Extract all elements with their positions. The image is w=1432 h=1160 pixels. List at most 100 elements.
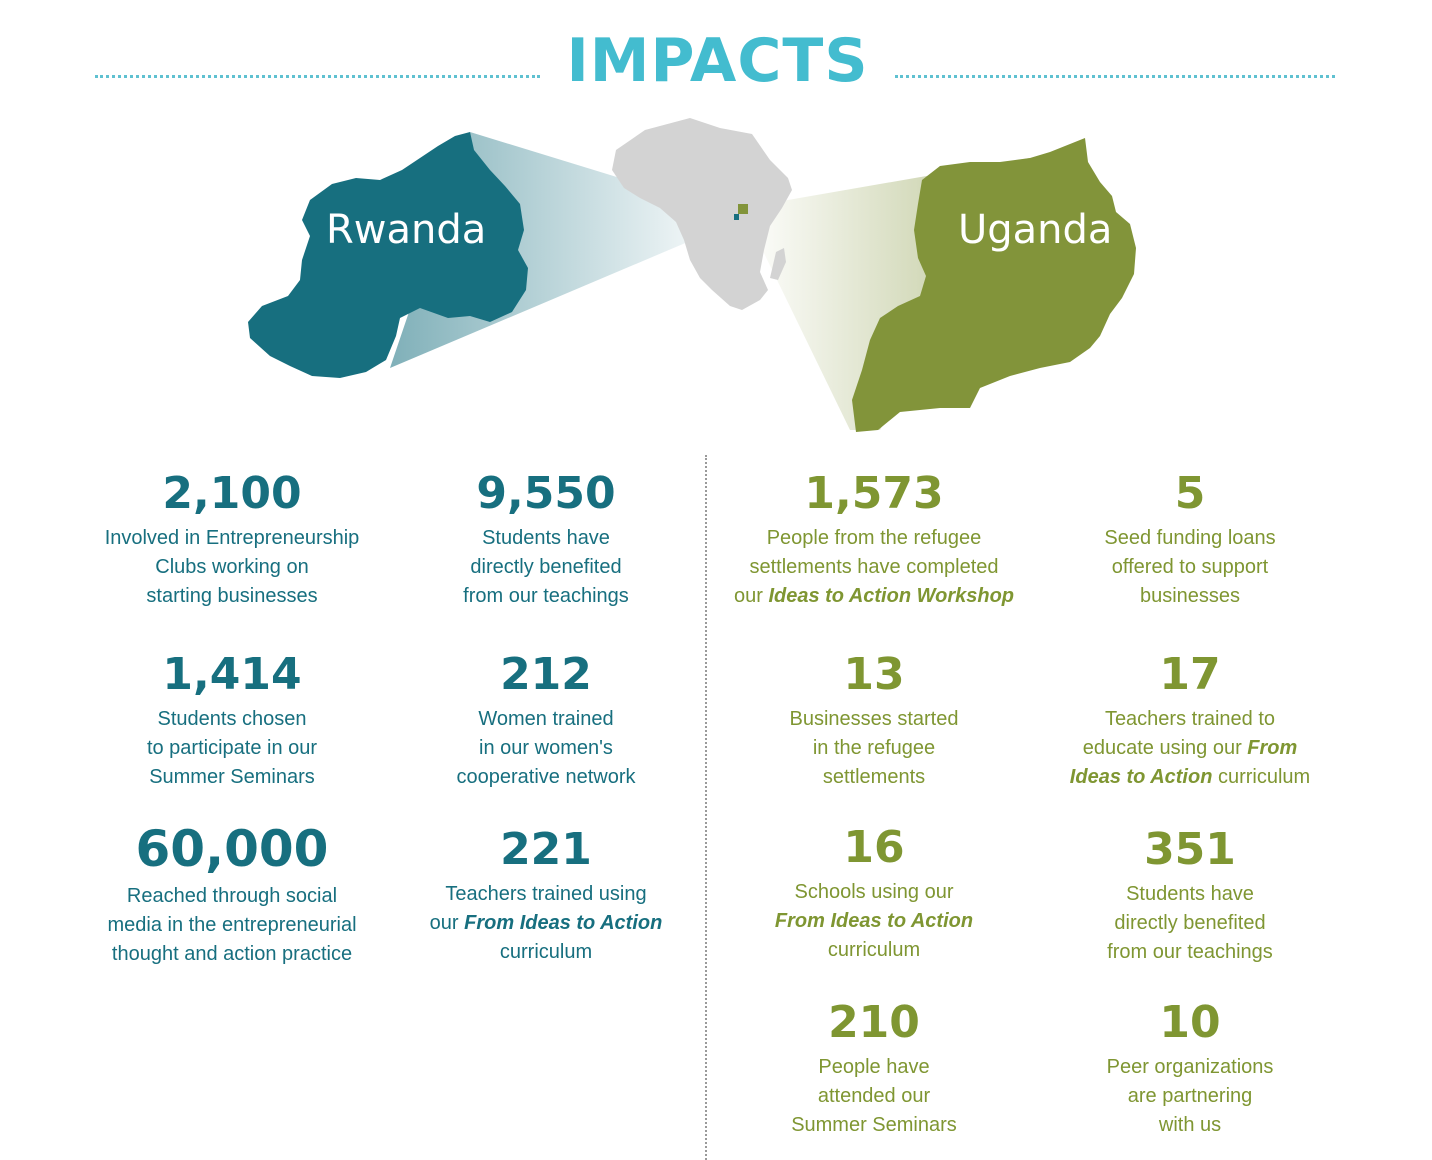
desc-line: directly benefited [470,556,622,578]
desc-line: are partnering [1127,1085,1253,1107]
desc-line: Teachers trained to [1104,708,1276,730]
desc-emphasis: Ideas to Action Workshop [768,585,1015,607]
desc-emphasis: Ideas to Action [1069,766,1213,788]
stat-number: 16 [843,822,905,873]
desc-line: media in the entrepreneurial [107,914,357,936]
desc-line: People have [818,1056,930,1078]
desc-line: Ideas to Action curriculum [1020,763,1360,792]
desc-line: offered to support [1111,556,1269,578]
uganda-label: Uganda [958,207,1113,253]
desc-line: educate using our From [1020,734,1360,763]
page-title: IMPACTS [566,26,869,96]
desc-line: Students chosen [157,708,307,730]
desc-line: to participate in our [146,737,318,759]
desc-line: curriculum [827,939,921,961]
stat-description: Students chosen to participate in our Su… [72,705,392,792]
desc-text: curriculum [1212,766,1311,788]
desc-line: Reached through social [126,885,338,907]
stat-uganda-businesses: 13 Businesses started in the refugee set… [714,647,1034,792]
stat-description: Seed funding loans offered to support bu… [1030,524,1350,611]
desc-line: our Ideas to Action Workshop [714,582,1034,611]
stat-description: Students have directly benefited from ou… [386,524,706,611]
uganda-marker [738,204,748,214]
stat-number: 221 [500,824,592,875]
title-row: IMPACTS [0,18,1432,98]
desc-line: from our teachings [1107,941,1273,963]
desc-line: Students have [482,527,610,549]
desc-text: our [429,912,465,934]
desc-line: Businesses started [789,708,959,730]
stat-number: 5 [1174,468,1206,519]
desc-line: Clubs working on [155,556,309,578]
desc-line: settlements have completed [749,556,999,578]
desc-line: Summer Seminars [149,766,315,788]
desc-emphasis: From Ideas to Action [774,910,974,932]
desc-line: starting businesses [146,585,318,607]
stat-number: 10 [1159,997,1221,1048]
desc-line: Women trained [478,708,614,730]
stat-number: 1,414 [162,649,302,700]
stat-description: Teachers trained to educate using our Fr… [1020,705,1360,792]
desc-line: Schools using our [794,881,954,903]
stat-uganda-schools: 16 Schools using our From Ideas to Actio… [714,820,1034,965]
map-illustration: Rwanda Uganda [0,100,1432,445]
stat-description: People have attended our Summer Seminars [714,1053,1034,1140]
desc-line: People from the refugee [766,527,982,549]
desc-text: educate using our [1082,737,1248,759]
stat-rwanda-students: 9,550 Students have directly benefited f… [386,466,706,611]
desc-emphasis: From [1247,737,1298,759]
rwanda-marker [734,214,739,220]
desc-line: Seed funding loans [1104,527,1276,549]
stat-uganda-students: 351 Students have directly benefited fro… [1030,822,1350,967]
stat-number: 212 [500,649,592,700]
stat-uganda-teachers: 17 Teachers trained to educate using our… [1020,647,1360,792]
madagascar [770,248,786,280]
stat-description: Businesses started in the refugee settle… [714,705,1034,792]
stat-description: Women trained in our women's cooperative… [386,705,706,792]
desc-line: Summer Seminars [791,1114,957,1136]
stat-number: 351 [1144,824,1236,875]
stat-description: Involved in Entrepreneurship Clubs worki… [72,524,392,611]
desc-line: attended our [817,1085,931,1107]
desc-line: Involved in Entrepreneurship [104,527,360,549]
desc-line: businesses [1139,585,1241,607]
stat-uganda-seminars: 210 People have attended our Summer Semi… [714,995,1034,1140]
stat-number: 1,573 [804,468,944,519]
stat-uganda-workshop: 1,573 People from the refugee settlement… [714,466,1034,611]
desc-line: curriculum [499,941,593,963]
stat-description: Schools using our From Ideas to Action c… [714,878,1034,965]
desc-line: with us [1158,1114,1222,1136]
desc-emphasis: From Ideas to Action [464,912,663,934]
stat-number: 2,100 [162,468,302,519]
stat-number: 9,550 [476,468,616,519]
stat-description: Students have directly benefited from ou… [1030,880,1350,967]
desc-line: from our teachings [463,585,629,607]
desc-line: Teachers trained using [445,883,647,905]
stat-rwanda-women: 212 Women trained in our women's coopera… [386,647,706,792]
dotted-rule-right [895,75,1335,78]
stat-description: Reached through social media in the entr… [72,882,392,969]
dotted-rule-left [95,75,540,78]
desc-line: Students have [1126,883,1254,905]
desc-line: thought and action practice [111,943,353,965]
stat-description: Peer organizations are partnering with u… [1030,1053,1350,1140]
desc-line: our From Ideas to Action [386,909,706,938]
stat-number: 17 [1159,649,1221,700]
stat-rwanda-social-media: 60,000 Reached through social media in t… [72,818,392,969]
stat-uganda-loans: 5 Seed funding loans offered to support … [1030,466,1350,611]
stat-number: 13 [843,649,905,700]
desc-line: settlements [822,766,926,788]
stat-uganda-peers: 10 Peer organizations are partnering wit… [1030,995,1350,1140]
column-divider [705,455,707,1160]
desc-line: From Ideas to Action [714,907,1034,936]
stat-rwanda-teachers: 221 Teachers trained using our From Idea… [386,822,706,967]
stat-description: Teachers trained using our From Ideas to… [386,880,706,967]
uganda-map [852,138,1136,432]
desc-line: cooperative network [456,766,636,788]
stat-number: 60,000 [135,820,329,878]
desc-line: Peer organizations [1106,1056,1274,1078]
stat-number: 210 [828,997,920,1048]
africa-map [612,118,792,310]
rwanda-map [248,132,528,378]
desc-text: our [733,585,769,607]
